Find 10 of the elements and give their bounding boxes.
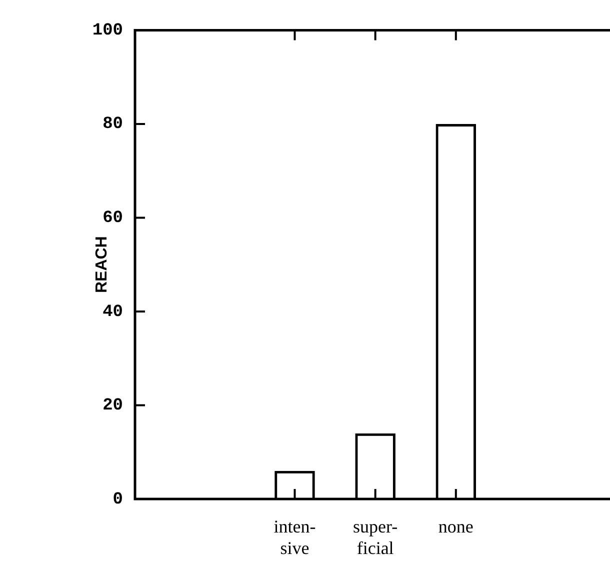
y-tick-label: 20	[102, 396, 123, 416]
x-tick-label: none	[438, 516, 474, 537]
y-axis-title: REACH	[93, 236, 110, 294]
y-tick-label: 60	[102, 209, 123, 228]
y-tick-label: 80	[102, 115, 123, 134]
y-tick-label: 0	[112, 490, 123, 510]
x-tick-label: super- ficial	[353, 516, 398, 558]
x-tick-label: inten- sive	[274, 516, 316, 558]
y-tick-label: 100	[92, 21, 123, 40]
y-tick-label: 40	[102, 302, 123, 322]
